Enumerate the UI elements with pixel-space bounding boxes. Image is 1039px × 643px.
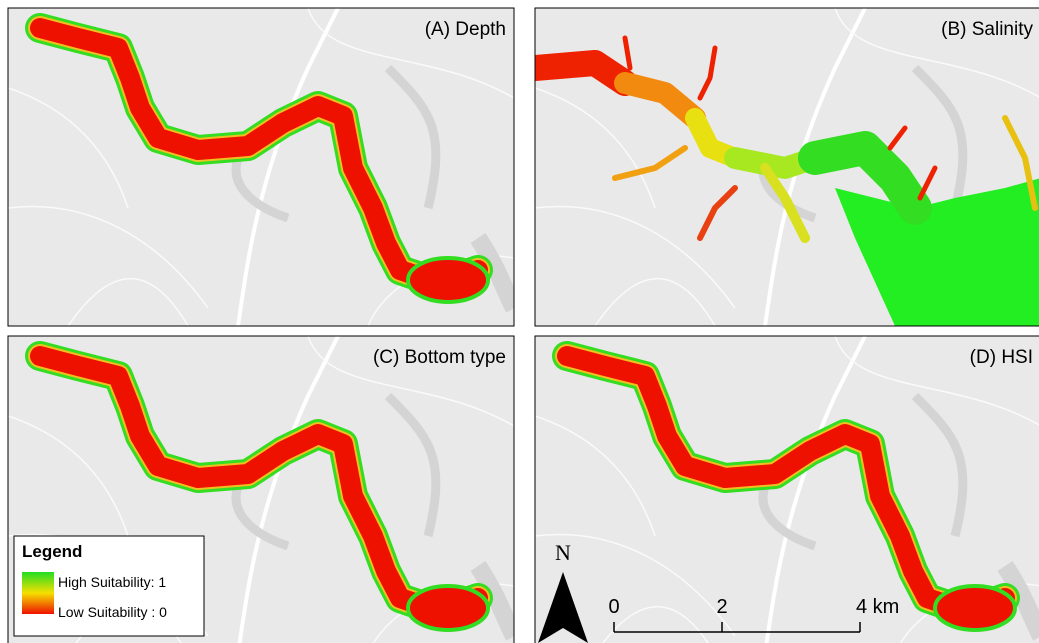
map-panel: (B) Salinity <box>535 8 1039 326</box>
panel-label: (D) HSI <box>970 347 1033 368</box>
scale-label: 4 km <box>856 596 899 618</box>
scale-label: 0 <box>608 596 619 618</box>
panel-label: (A) Depth <box>425 19 506 40</box>
river-basin <box>408 258 488 302</box>
figure: (A) Depth (B) Salinity (C) Bottom type (D) … <box>0 0 1039 643</box>
panel-label: (B) Salinity <box>941 19 1033 40</box>
north-label: N <box>555 540 571 565</box>
map-content <box>535 8 1039 326</box>
river-basin <box>408 586 488 630</box>
river-basin <box>935 586 1015 630</box>
map-content <box>8 8 514 326</box>
legend-swatch <box>22 572 54 614</box>
legend: Legend High Suitability: 1 Low Suitability… <box>14 536 204 636</box>
legend-item: Low Suitability : 0 <box>58 604 167 620</box>
legend-title: Legend <box>22 542 82 561</box>
legend-item: High Suitability: 1 <box>58 574 166 590</box>
panel-label: (C) Bottom type <box>373 347 506 368</box>
scale-label: 2 <box>716 596 727 618</box>
map-panel: (A) Depth <box>8 8 514 326</box>
